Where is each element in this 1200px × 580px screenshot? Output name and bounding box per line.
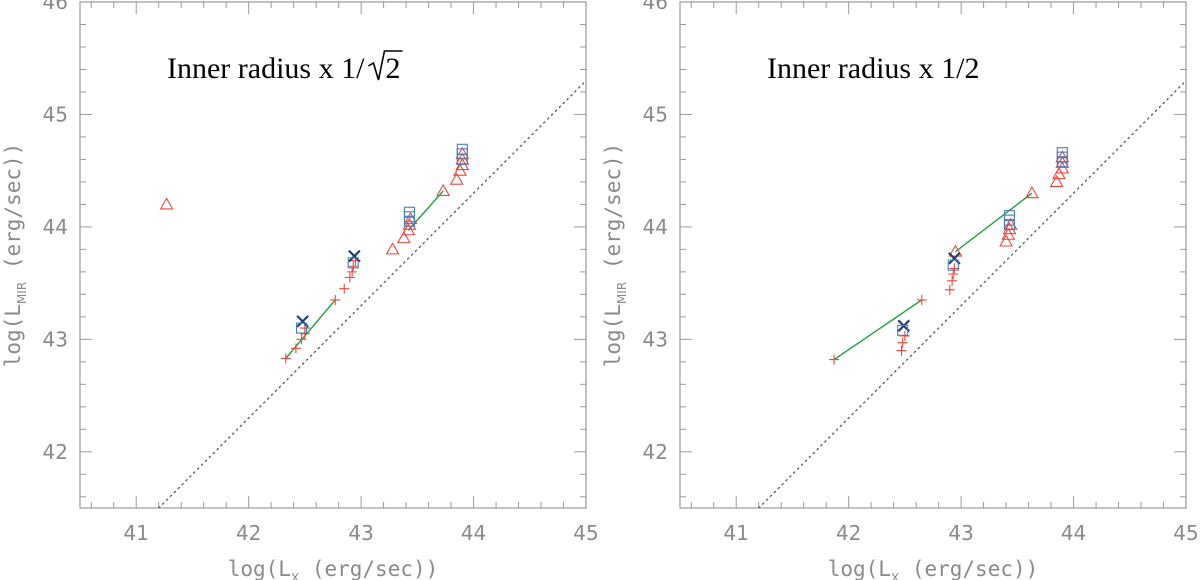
triangle-point <box>1025 186 1039 199</box>
x-axis-label-post: (erg/sec)) <box>899 557 1038 580</box>
y-tick-label: 44 <box>43 215 68 239</box>
square-point <box>947 259 959 271</box>
square-point <box>1003 210 1016 222</box>
fit-line <box>285 299 336 359</box>
x-axis-label-pre: log(L <box>228 557 291 580</box>
x-axis-label-pre: log(L <box>828 557 891 580</box>
x-tick-label: 44 <box>1061 521 1086 545</box>
y-tick-label: 44 <box>643 215 668 239</box>
fit-line <box>955 192 1033 253</box>
plus-point <box>897 337 908 348</box>
x-tick-label: 41 <box>123 521 148 545</box>
series-triangle <box>948 150 1070 257</box>
plus-point <box>896 345 907 356</box>
y-axis-label-sub: MIR <box>615 282 629 304</box>
plus-point <box>347 266 358 277</box>
y-axis-label-sub: MIR <box>15 282 29 304</box>
fit-line <box>833 299 923 361</box>
y-tick-label: 43 <box>43 327 68 351</box>
x-axis-label: log(LX (erg/sec)) <box>828 557 1039 580</box>
x-tick-label: 41 <box>723 521 748 545</box>
square-point <box>456 143 468 155</box>
plus-point <box>290 343 301 354</box>
plot-area <box>758 80 1186 508</box>
y-ticks <box>80 1 586 498</box>
y-tick-label: 42 <box>43 440 68 464</box>
y-axis-label-post: (erg/sec)) <box>1 143 25 282</box>
x-axis-label-post: (erg/sec)) <box>299 557 438 580</box>
sqrt-symbol <box>368 50 403 81</box>
triangle-point <box>159 197 174 210</box>
triangle-point <box>999 234 1014 247</box>
y-ticks <box>680 1 1186 498</box>
y-axis-label-post: (erg/sec)) <box>601 143 625 282</box>
x-axis-label-sub: X <box>291 571 299 580</box>
y-tick-label: 46 <box>43 0 68 14</box>
x-tick-label: 43 <box>348 521 373 545</box>
y-tick-label: 46 <box>643 0 668 14</box>
series-cross <box>897 252 961 333</box>
series-cross <box>296 249 361 328</box>
series-square <box>897 147 1068 336</box>
plot-frame <box>679 1 1187 509</box>
x-axis-label-sub: X <box>891 571 899 580</box>
plot-frame <box>79 1 587 509</box>
x-axis-label: log(LX (erg/sec)) <box>228 557 439 580</box>
plus-point <box>829 354 840 365</box>
x-tick-label: 42 <box>236 521 261 545</box>
panel-annotation: Inner radius x 1/ <box>167 52 365 85</box>
square-point <box>295 322 308 334</box>
reference-line <box>158 80 586 508</box>
series-square <box>295 143 468 334</box>
triangle-point <box>1049 174 1064 187</box>
triangle-point <box>403 211 418 225</box>
plus-point <box>339 283 350 294</box>
x-tick-label: 43 <box>948 521 973 545</box>
plus-point <box>944 284 955 295</box>
square-point <box>403 206 416 218</box>
series-triangle <box>159 146 470 255</box>
y-tick-label: 45 <box>643 102 668 126</box>
y-tick-label: 42 <box>643 440 668 464</box>
plus-point <box>348 261 359 272</box>
fit-line <box>407 190 444 231</box>
square-point <box>897 324 909 336</box>
y-axis-label-pre: log(L <box>601 304 625 367</box>
plus-point <box>344 272 355 283</box>
plus-point <box>280 353 291 364</box>
plus-point <box>947 275 958 286</box>
y-axis-label: log(LMIR (erg/sec)) <box>1 143 29 368</box>
triangle-point <box>436 183 451 196</box>
square-point <box>347 257 359 269</box>
x-ticks <box>90 2 587 508</box>
x-tick-label: 45 <box>573 521 598 545</box>
plus-point <box>948 269 959 280</box>
panel-annotation: Inner radius x 1/2 <box>767 52 979 85</box>
triangle-point <box>385 242 400 255</box>
plus-point <box>916 294 927 305</box>
series-plus <box>280 255 361 364</box>
plus-point <box>296 334 307 345</box>
y-axis-label-pre: log(L <box>1 304 25 367</box>
sqrt-radicand: 2 <box>385 52 400 85</box>
triangle-point <box>1002 222 1017 235</box>
y-tick-label: 45 <box>43 102 68 126</box>
x-ticks <box>690 2 1187 508</box>
x-tick-label: 45 <box>1173 521 1198 545</box>
triangle-point <box>449 172 464 185</box>
y-tick-label: 43 <box>643 327 668 351</box>
square-point <box>1056 147 1068 159</box>
x-tick-label: 44 <box>461 521 486 545</box>
reference-line <box>758 80 1186 508</box>
y-axis-label: log(LMIR (erg/sec)) <box>601 143 629 368</box>
x-tick-label: 42 <box>836 521 861 545</box>
triangle-point <box>396 231 411 244</box>
plus-point <box>899 330 910 341</box>
plus-point <box>330 294 341 305</box>
plot-area <box>158 80 586 508</box>
